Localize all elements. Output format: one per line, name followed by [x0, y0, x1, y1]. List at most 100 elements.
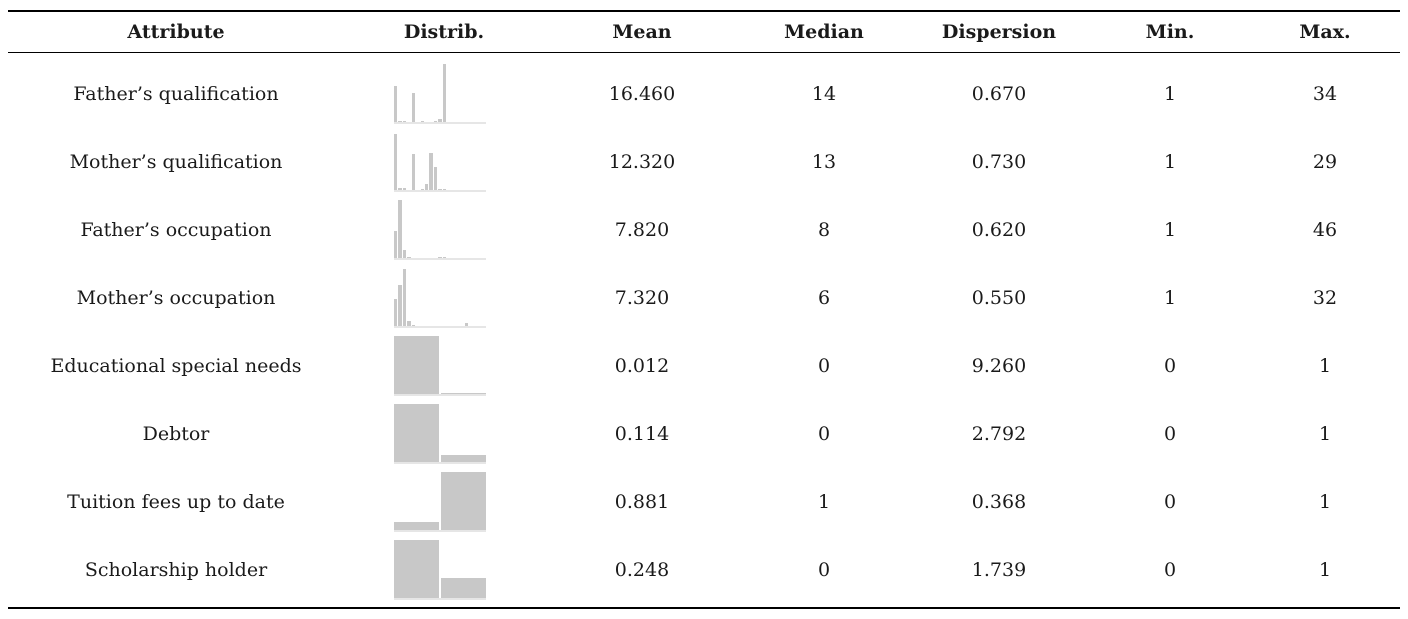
- distribution-cell: [344, 400, 544, 468]
- median-cell: 13: [811, 151, 837, 173]
- max-cell: 46: [1312, 219, 1338, 241]
- min-cell: 1: [1163, 219, 1177, 241]
- table-row: Debtor 0.114 0 2.792 0 1: [0, 400, 1408, 468]
- distribution-cell: [344, 128, 544, 196]
- attribute-cell: Tuition fees up to date: [67, 491, 285, 513]
- histogram-bar: [411, 154, 416, 190]
- median-cell: 0: [817, 355, 831, 377]
- dispersion-cell: 0.670: [971, 83, 1027, 105]
- min-cell: 0: [1163, 355, 1177, 377]
- table-row: Mother’s qualification 12.320 13 0.730 1…: [0, 128, 1408, 196]
- histogram-baseline: [394, 462, 486, 464]
- distribution-cell: [344, 468, 544, 536]
- attribute-cell: Mother’s qualification: [69, 151, 283, 173]
- histogram-baseline: [394, 394, 486, 396]
- histogram-bar: [438, 118, 442, 122]
- distribution-cell: [344, 60, 544, 128]
- median-cell: 8: [817, 219, 831, 241]
- median-cell: 0: [817, 423, 831, 445]
- mean-cell: 0.012: [614, 355, 670, 377]
- header-dispersion: Dispersion: [941, 21, 1057, 43]
- median-cell: 0: [817, 559, 831, 581]
- histogram-bar: [394, 299, 398, 326]
- dispersion-cell: 0.730: [971, 151, 1027, 173]
- histogram-bar: [402, 120, 407, 122]
- dispersion-cell: 1.739: [971, 559, 1027, 581]
- dispersion-cell: 0.368: [971, 491, 1027, 513]
- histogram-bar: [420, 120, 424, 122]
- histogram-bar: [464, 322, 469, 326]
- histogram-bar: [411, 324, 416, 326]
- dispersion-cell: 9.260: [971, 355, 1027, 377]
- histogram-bar: [420, 188, 424, 190]
- header-mean: Mean: [612, 21, 672, 43]
- histogram-bar: [441, 392, 486, 394]
- attribute-cell: Father’s occupation: [80, 219, 272, 241]
- header-attribute: Attribute: [127, 21, 225, 43]
- header-median: Median: [784, 21, 864, 43]
- histogram-bar: [442, 256, 447, 258]
- max-cell: 1: [1318, 355, 1332, 377]
- histogram-bar: [402, 269, 407, 326]
- median-cell: 6: [817, 287, 831, 309]
- mean-cell: 12.320: [608, 151, 676, 173]
- histogram-bar: [394, 133, 398, 190]
- histogram-baseline: [394, 122, 486, 124]
- histogram-bar: [442, 64, 447, 122]
- histogram-baseline: [394, 258, 486, 260]
- histogram-bar: [394, 540, 439, 598]
- table-row: Tuition fees up to date 0.881 1 0.368 0 …: [0, 468, 1408, 536]
- min-cell: 1: [1163, 83, 1177, 105]
- min-cell: 0: [1163, 423, 1177, 445]
- attribute-cell: Mother’s occupation: [76, 287, 276, 309]
- min-cell: 1: [1163, 287, 1177, 309]
- histogram-bar: [402, 187, 407, 190]
- max-cell: 32: [1312, 287, 1338, 309]
- histogram-bar: [433, 166, 438, 190]
- histogram-bar: [433, 120, 438, 122]
- histogram-baseline: [394, 326, 486, 328]
- histogram-bar: [398, 285, 402, 326]
- histogram-bar: [425, 184, 429, 190]
- table-row: Mother’s occupation 7.320 6 0.550 1 32: [0, 264, 1408, 332]
- table-row: Scholarship holder 0.248 0 1.739 0 1: [0, 536, 1408, 604]
- distribution-histogram: [394, 540, 486, 600]
- max-cell: 34: [1312, 83, 1338, 105]
- max-cell: 1: [1318, 559, 1332, 581]
- attribute-cell: Father’s qualification: [73, 83, 279, 105]
- attribute-cell: Educational special needs: [50, 355, 302, 377]
- min-cell: 0: [1163, 559, 1177, 581]
- histogram-bar: [438, 188, 442, 190]
- histogram-bar: [441, 455, 486, 462]
- table-top-rule: [8, 10, 1400, 12]
- histogram-bar: [394, 336, 439, 394]
- dispersion-cell: 0.620: [971, 219, 1027, 241]
- histogram-baseline: [394, 530, 486, 532]
- distribution-histogram: [394, 132, 486, 192]
- histogram-bar: [407, 321, 411, 326]
- distribution-histogram: [394, 268, 486, 328]
- histogram-bar: [442, 188, 447, 190]
- distribution-histogram: [394, 64, 486, 124]
- histogram-bar: [394, 231, 398, 258]
- table-row: Father’s occupation 7.820 8 0.620 1 46: [0, 196, 1408, 264]
- header-max: Max.: [1299, 21, 1351, 43]
- distribution-histogram: [394, 472, 486, 532]
- table-row: Father’s qualification 16.460 14 0.670 1…: [0, 60, 1408, 128]
- mean-cell: 7.320: [614, 287, 670, 309]
- max-cell: 29: [1312, 151, 1338, 173]
- histogram-bar: [394, 86, 398, 122]
- mean-cell: 0.248: [614, 559, 670, 581]
- histogram-bar: [394, 404, 439, 462]
- median-cell: 1: [817, 491, 831, 513]
- table-header-rule: [8, 52, 1400, 53]
- distribution-cell: [344, 536, 544, 604]
- dispersion-cell: 0.550: [971, 287, 1027, 309]
- histogram-bar: [398, 200, 402, 258]
- distribution-histogram: [394, 336, 486, 396]
- max-cell: 1: [1318, 491, 1332, 513]
- distribution-histogram: [394, 404, 486, 464]
- max-cell: 1: [1318, 423, 1332, 445]
- attribute-cell: Debtor: [142, 423, 210, 445]
